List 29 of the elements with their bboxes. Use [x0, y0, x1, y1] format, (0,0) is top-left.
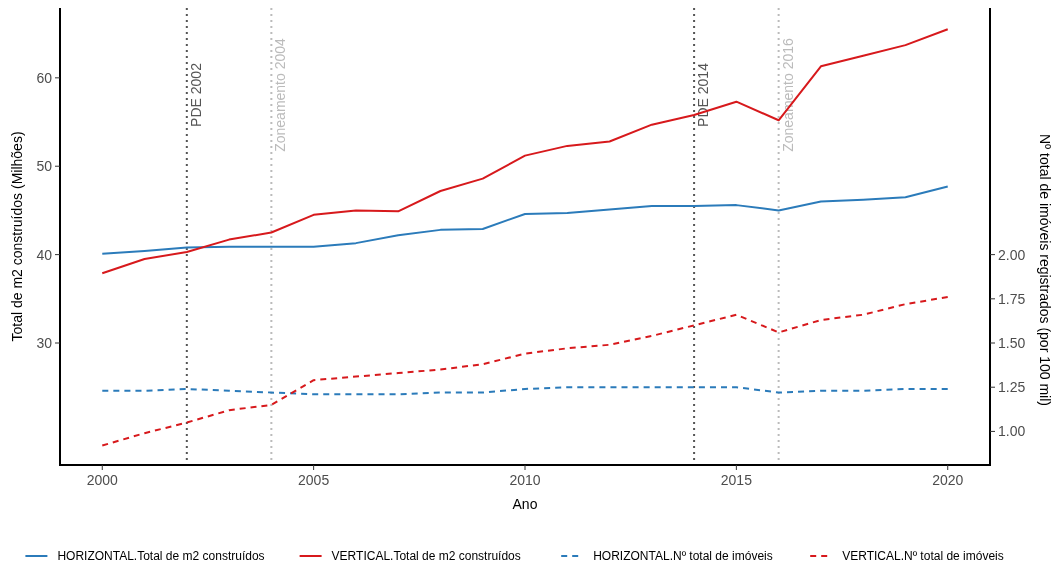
y-tick-label: 50: [36, 158, 53, 175]
y2-tick-label: 2.00: [998, 246, 1026, 263]
legend-label: VERTICAL.Nº total de imóveis: [842, 549, 1004, 563]
x-axis-title: Ano: [512, 496, 538, 512]
y-tick-label: 40: [36, 246, 53, 263]
y2-tick-label: 1.25: [998, 379, 1026, 396]
y-axis-title: Total de m2 construídos (Milhões): [9, 131, 25, 342]
legend-label: HORIZONTAL.Total de m2 construídos: [57, 549, 265, 563]
ref-line-label: Zoneamento 2004: [272, 37, 289, 152]
y2-axis-title: Nº total de imóveis registrados (por 100 mil): [1037, 134, 1052, 406]
x-tick-label: 2020: [932, 472, 964, 488]
line-series: [101, 296, 949, 447]
y2-tick-label: 1.75: [998, 290, 1026, 307]
y2-tick-label: 1.50: [998, 335, 1026, 352]
legend-label: VERTICAL.Total de m2 construídos: [331, 549, 521, 563]
x-tick-label: 2015: [720, 472, 753, 488]
ref-line-label: PDE 2002: [187, 62, 204, 127]
ref-line-label: PDE 2014: [695, 62, 712, 127]
line-series: [101, 28, 949, 275]
y-tick-label: 60: [36, 69, 53, 86]
y2-tick-label: 1.00: [998, 423, 1026, 440]
line-series: [101, 185, 949, 255]
x-tick-label: 2005: [298, 472, 330, 488]
x-tick-label: 2010: [509, 472, 541, 488]
line-series: [101, 386, 949, 396]
y-tick-label: 30: [36, 335, 53, 352]
x-tick-label: 2000: [86, 472, 119, 488]
ref-line-label: Zoneamento 2016: [779, 37, 796, 152]
legend-label: HORIZONTAL.Nº total de imóveis: [593, 549, 773, 563]
